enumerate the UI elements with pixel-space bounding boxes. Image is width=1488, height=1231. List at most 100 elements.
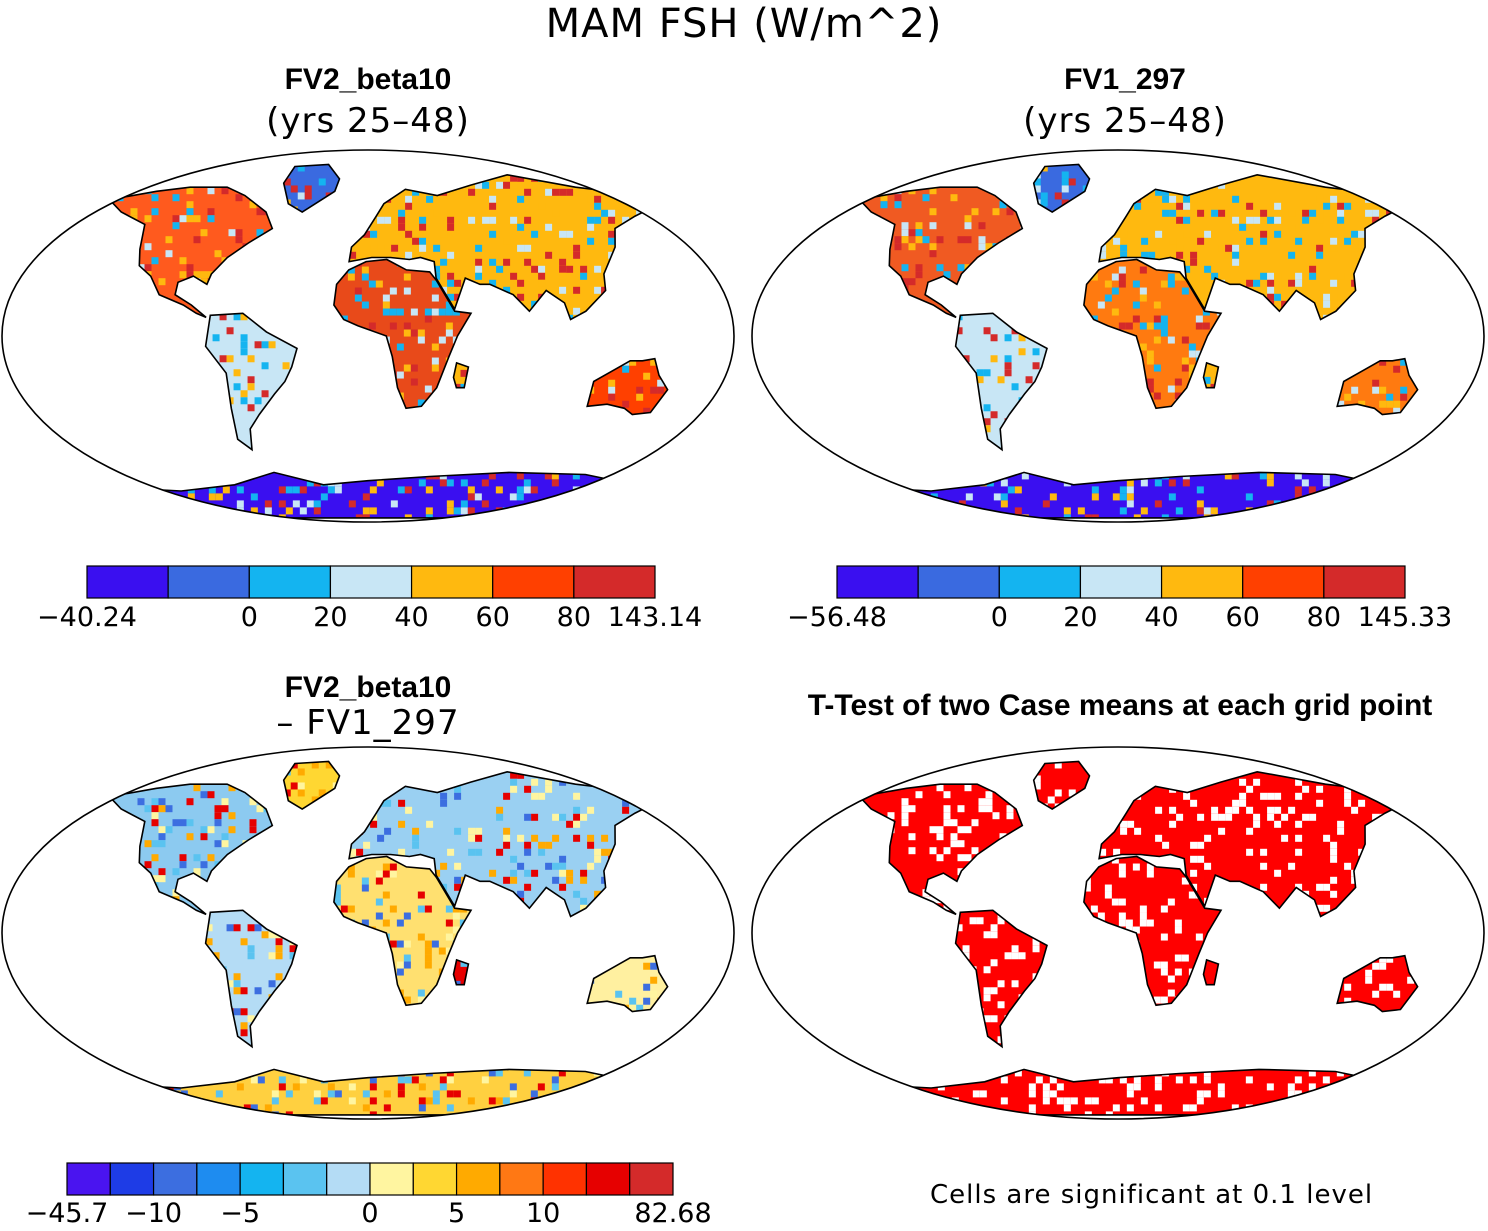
grid-cell xyxy=(240,313,248,321)
grid-cell xyxy=(254,446,262,450)
grid-cell xyxy=(1111,350,1119,358)
grid-cell xyxy=(1295,911,1303,917)
grid-cell xyxy=(382,968,390,976)
grid-cell xyxy=(240,1022,248,1030)
grid-cell xyxy=(172,819,180,827)
grid-cell xyxy=(207,215,215,223)
grid-cell xyxy=(573,792,581,800)
grid-cell xyxy=(297,192,305,200)
grid-cell xyxy=(509,1090,517,1098)
grid-cell xyxy=(282,446,290,450)
grid-cell xyxy=(978,236,986,244)
grid-cell xyxy=(242,187,250,195)
grid-cell xyxy=(361,343,369,351)
grid-cell xyxy=(860,479,868,487)
grid-cell xyxy=(362,514,370,518)
colorbar-tick-label: 60 xyxy=(1225,602,1260,633)
land-namerica xyxy=(859,784,1023,915)
colorbar-tick-label: −40.24 xyxy=(37,602,137,633)
grid-cell xyxy=(1054,789,1062,797)
grid-cell xyxy=(1386,258,1394,266)
grid-cell xyxy=(1011,980,1019,988)
grid-cell xyxy=(264,1104,272,1112)
grid-cell xyxy=(1287,1090,1295,1098)
grid-cell xyxy=(334,486,342,494)
grid-cell xyxy=(888,493,896,501)
grid-cell xyxy=(453,980,461,985)
grid-cell xyxy=(431,280,439,288)
grid-cell xyxy=(1132,315,1140,323)
grid-cell xyxy=(1372,962,1380,970)
grid-cell xyxy=(179,854,187,862)
grid-cell xyxy=(922,306,930,314)
grid-cell xyxy=(1090,273,1098,281)
grid-cell xyxy=(1126,1104,1134,1112)
grid-cell xyxy=(985,791,993,799)
grid-cell xyxy=(538,848,546,856)
grid-cell xyxy=(233,446,241,450)
grid-cell xyxy=(587,237,595,245)
grid-cell xyxy=(306,479,314,487)
grid-cell xyxy=(1239,792,1247,800)
grid-cell xyxy=(109,299,117,307)
grid-cell xyxy=(440,258,448,266)
grid-cell xyxy=(275,938,283,946)
grid-cell xyxy=(398,820,406,828)
grid-cell xyxy=(123,187,131,195)
grid-cell xyxy=(1330,876,1338,884)
grid-cell xyxy=(573,806,581,814)
grid-cell xyxy=(362,507,370,515)
grid-cell xyxy=(158,798,166,806)
grid-cell xyxy=(650,990,658,998)
grid-cell xyxy=(1308,1069,1316,1077)
grid-cell xyxy=(1118,273,1126,281)
grid-cell xyxy=(495,1111,503,1115)
grid-cell xyxy=(510,174,518,182)
grid-cell xyxy=(517,771,525,779)
grid-cell xyxy=(622,771,630,779)
grid-cell xyxy=(347,266,355,274)
grid-cell xyxy=(1288,209,1296,217)
grid-cell xyxy=(1393,911,1401,917)
grid-cell xyxy=(936,236,944,244)
grid-cell xyxy=(643,799,651,807)
grid-cell xyxy=(110,493,118,501)
grid-cell xyxy=(389,1003,397,1006)
grid-cell xyxy=(418,479,426,487)
grid-cell xyxy=(650,976,658,984)
grid-cell xyxy=(1104,357,1112,365)
grid-cell xyxy=(1239,223,1247,231)
grid-cell xyxy=(242,861,250,869)
grid-cell xyxy=(937,1111,945,1115)
grid-cell xyxy=(333,975,341,983)
coastline-samerica xyxy=(204,312,298,452)
grid-cell xyxy=(1190,195,1198,203)
grid-cell xyxy=(1210,507,1218,515)
grid-cell xyxy=(349,251,357,259)
grid-cell xyxy=(1202,322,1210,330)
grid-cell xyxy=(503,834,511,842)
grid-cell xyxy=(999,903,1007,911)
grid-cell xyxy=(482,890,490,898)
grid-cell xyxy=(1336,493,1344,501)
grid-cell xyxy=(1295,237,1303,245)
grid-cell xyxy=(1063,1097,1071,1105)
grid-cell xyxy=(902,493,910,501)
grid-cell xyxy=(1246,216,1254,224)
grid-cell xyxy=(419,230,427,238)
grid-cell xyxy=(1393,365,1401,373)
grid-cell xyxy=(445,308,453,316)
grid-cell xyxy=(600,493,608,501)
grid-cell xyxy=(1084,514,1092,518)
grid-cell xyxy=(235,861,243,869)
grid-cell xyxy=(1063,507,1071,515)
grid-cell xyxy=(1162,195,1170,203)
grid-cell xyxy=(240,334,248,342)
grid-cell xyxy=(1119,493,1127,501)
grid-cell xyxy=(629,862,637,870)
grid-cell xyxy=(1232,251,1240,259)
grid-cell xyxy=(636,230,644,238)
grid-cell xyxy=(503,237,511,245)
grid-cell xyxy=(622,806,630,814)
grid-cell xyxy=(1155,230,1163,238)
